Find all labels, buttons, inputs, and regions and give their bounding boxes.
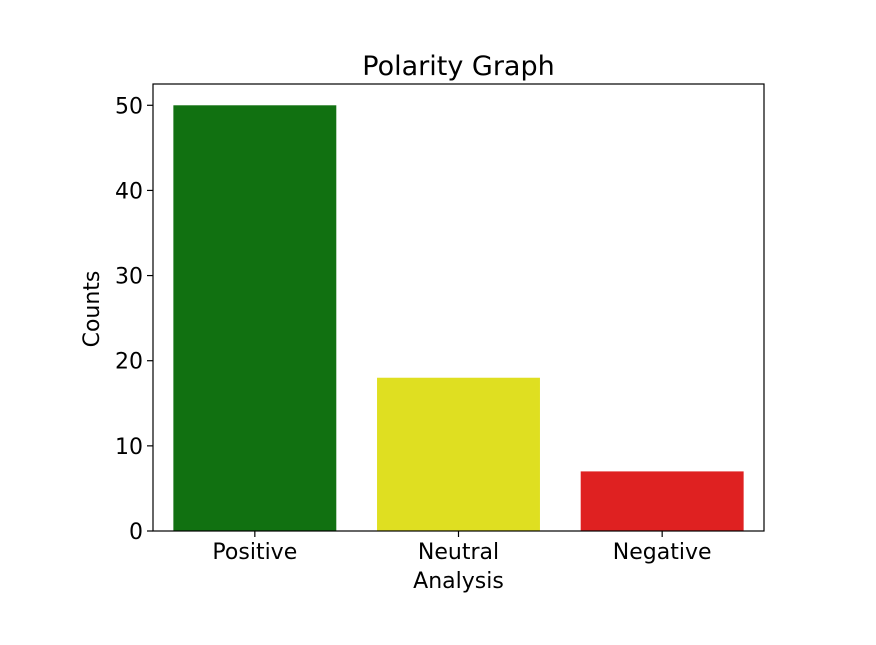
x-tick-label: Neutral <box>418 540 499 565</box>
y-tick-label: 0 <box>129 520 143 545</box>
plot-frame <box>152 83 765 532</box>
chart-title: Polarity Graph <box>362 51 554 82</box>
bar-neutral <box>377 377 540 531</box>
y-tick-label: 30 <box>115 265 143 290</box>
x-ticks-group: Positive Neutral Negative <box>212 531 712 565</box>
y-tick-label: 40 <box>115 179 143 204</box>
bar-negative <box>580 471 744 531</box>
y-axis-label: Counts <box>80 271 105 348</box>
y-tick-label: 10 <box>115 435 143 460</box>
y-ticks-group: 0 10 20 30 40 50 <box>115 94 153 545</box>
x-tick-label: Positive <box>212 540 297 565</box>
x-axis-label: Analysis <box>413 569 504 594</box>
bar-positive <box>173 105 337 531</box>
y-tick-label: 50 <box>115 94 143 119</box>
y-tick-label: 20 <box>115 350 143 375</box>
x-tick-label: Negative <box>613 540 712 565</box>
bars-group <box>173 105 744 531</box>
